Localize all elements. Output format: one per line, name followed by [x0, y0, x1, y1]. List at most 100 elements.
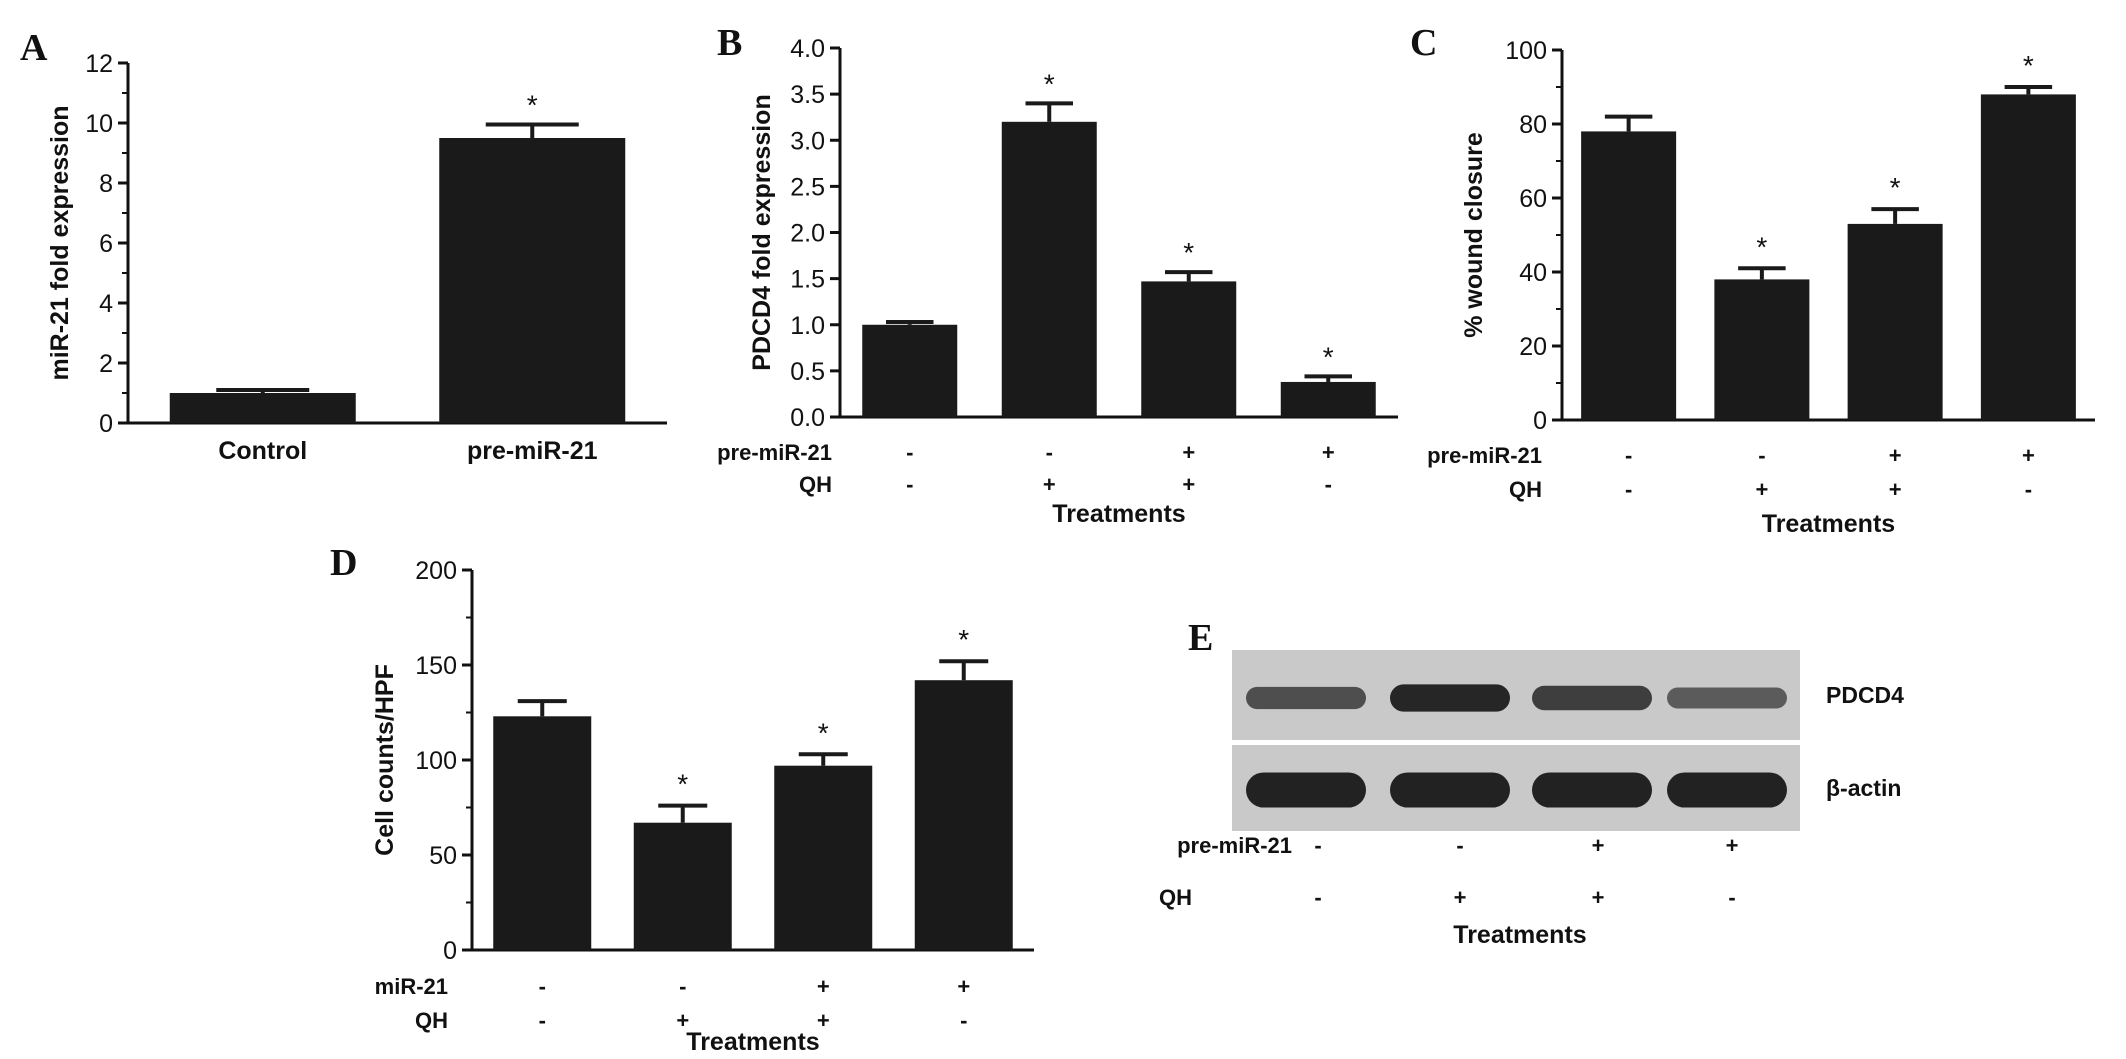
- bar: [1847, 223, 1943, 420]
- condition-value: -: [1325, 472, 1332, 497]
- condition-value: -: [1758, 443, 1765, 468]
- y-tick-label: 0: [1533, 407, 1547, 435]
- condition-value: -: [960, 1008, 967, 1033]
- x-axis-label: Treatments: [1453, 921, 1586, 949]
- category-label: pre-miR-21: [467, 437, 598, 465]
- significance-marker: *: [1323, 341, 1334, 372]
- condition-name: QH: [799, 472, 832, 497]
- significance-marker: *: [958, 624, 969, 655]
- significance-marker: *: [1183, 237, 1194, 268]
- blot-band: [1390, 684, 1510, 712]
- condition-value: +: [1182, 440, 1195, 465]
- bar: [1714, 279, 1810, 420]
- condition-value: +: [1043, 472, 1056, 497]
- blot-band: [1390, 772, 1510, 808]
- y-tick-label: 50: [429, 842, 457, 870]
- condition-value: -: [1625, 443, 1632, 468]
- y-tick-label: 4: [99, 290, 113, 318]
- panel-e-letter: E: [1188, 617, 1213, 659]
- panel-a: A 0 2 4 6 8 10 12 miR-21 fold expression * Contro…: [20, 27, 667, 465]
- bar: [169, 393, 356, 423]
- condition-value: +: [817, 974, 830, 999]
- y-tick-label: 12: [85, 50, 113, 78]
- y-tick-label: 2: [99, 350, 113, 378]
- y-tick-label: 10: [85, 110, 113, 138]
- condition-value: +: [1755, 477, 1768, 502]
- bar: [1980, 94, 2076, 421]
- condition-name: pre-miR-21: [1177, 833, 1292, 858]
- bar: [914, 680, 1013, 950]
- y-tick-label: 6: [99, 230, 113, 258]
- condition-value: -: [1314, 885, 1321, 910]
- condition-value: -: [906, 440, 913, 465]
- significance-marker: *: [1756, 231, 1767, 262]
- panel-a-letter: A: [20, 27, 48, 69]
- blot-band: [1246, 772, 1366, 808]
- y-tick-label: 2.0: [790, 220, 825, 248]
- band-label: β-actin: [1826, 775, 1901, 801]
- condition-value: +: [2022, 443, 2035, 468]
- y-axis-label: % wound closure: [1460, 132, 1488, 338]
- category-label: Control: [218, 437, 307, 465]
- y-tick-label: 100: [415, 747, 457, 775]
- significance-marker: *: [818, 717, 829, 748]
- blot-band: [1667, 687, 1787, 709]
- y-axis-label: PDCD4 fold expression: [748, 94, 776, 370]
- condition-value: +: [1726, 833, 1739, 858]
- condition-value: -: [679, 974, 686, 999]
- y-tick-label: 0: [443, 937, 457, 965]
- y-tick-label: 0: [99, 410, 113, 438]
- condition-name: QH: [1159, 885, 1192, 910]
- condition-name: pre-miR-21: [1427, 443, 1542, 468]
- condition-value: +: [1454, 885, 1467, 910]
- y-tick-label: 20: [1519, 333, 1547, 361]
- y-axis-label: miR-21 fold expression: [46, 105, 74, 380]
- condition-value: -: [1625, 477, 1632, 502]
- significance-marker: *: [2023, 50, 2034, 81]
- bar: [1001, 121, 1097, 418]
- condition-name: QH: [1509, 477, 1542, 502]
- y-tick-label: 40: [1519, 259, 1547, 287]
- bar: [774, 765, 873, 950]
- significance-marker: *: [1890, 172, 1901, 203]
- condition-value: -: [1728, 885, 1735, 910]
- condition-value: +: [817, 1008, 830, 1033]
- condition-name: miR-21: [375, 974, 448, 999]
- y-tick-label: 2.5: [790, 173, 825, 201]
- y-tick-label: 3.0: [790, 127, 825, 155]
- panel-d-letter: D: [330, 542, 357, 584]
- y-tick-label: 80: [1519, 111, 1547, 139]
- panel-b: B 0.0 0.5 1.0 1.5 2.0 2.5 3.0 3.5 4.0 PDCD4 fold …: [717, 22, 1398, 528]
- panel-c-letter: C: [1410, 22, 1437, 64]
- y-tick-label: 8: [99, 170, 113, 198]
- condition-value: -: [1046, 440, 1053, 465]
- y-tick-label: 60: [1519, 185, 1547, 213]
- significance-marker: *: [527, 90, 538, 121]
- x-axis-label: Treatments: [1762, 510, 1895, 538]
- y-tick-label: 0.0: [790, 404, 825, 432]
- bar: [1581, 131, 1677, 420]
- condition-value: +: [957, 974, 970, 999]
- condition-value: +: [1592, 885, 1605, 910]
- condition-value: -: [539, 1008, 546, 1033]
- bar: [862, 324, 958, 417]
- blot-band: [1667, 772, 1787, 808]
- blot-band: [1532, 772, 1652, 808]
- bar: [493, 716, 592, 950]
- bar: [633, 822, 732, 950]
- condition-value: -: [906, 472, 913, 497]
- panel-b-letter: B: [717, 22, 742, 64]
- condition-value: +: [1322, 440, 1335, 465]
- panel-d: D 0 50 100 150 200 Cell counts/HPF * * * miR-21 - -…: [330, 542, 1034, 1056]
- condition-value: -: [2025, 477, 2032, 502]
- bar: [1280, 381, 1376, 417]
- y-tick-label: 4.0: [790, 35, 825, 63]
- y-tick-label: 100: [1505, 37, 1547, 65]
- y-tick-label: 0.5: [790, 358, 825, 386]
- y-axis-label: Cell counts/HPF: [371, 664, 399, 856]
- condition-value: +: [1592, 833, 1605, 858]
- y-tick-label: 1.5: [790, 266, 825, 294]
- condition-value: -: [1456, 833, 1463, 858]
- band-label: PDCD4: [1826, 682, 1904, 708]
